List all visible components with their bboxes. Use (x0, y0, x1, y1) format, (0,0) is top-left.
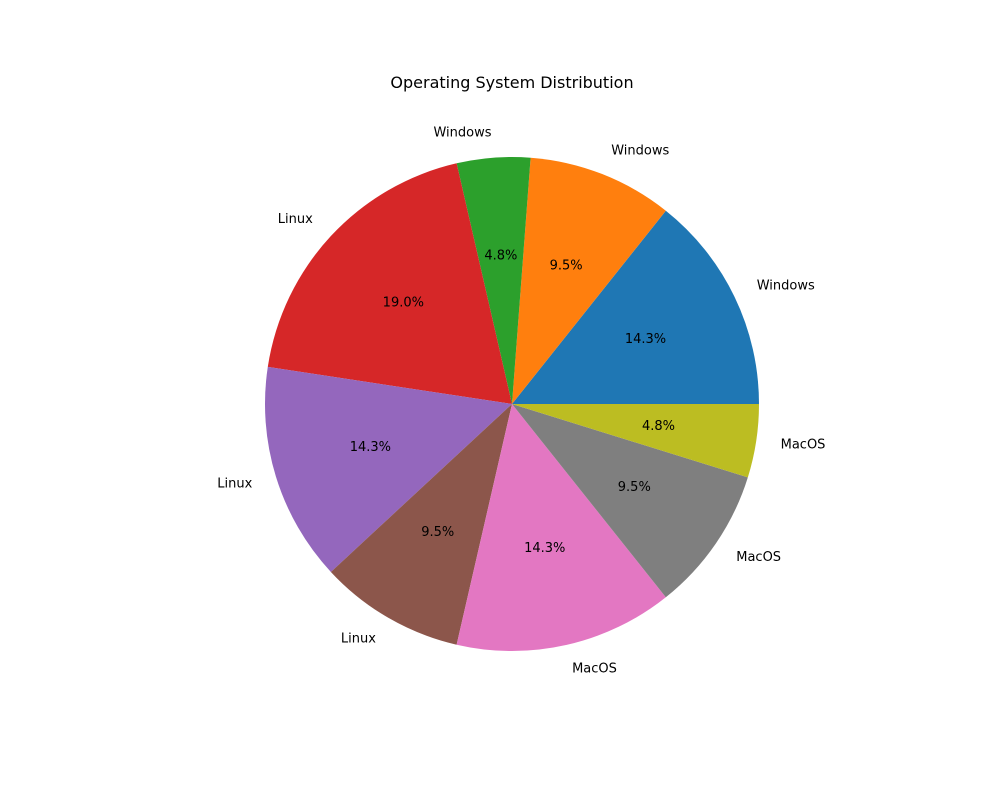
percent-label-3: 4.8% (484, 249, 517, 264)
percent-labels: 14.3% 9.5% 4.8% 19.0% 14.3% 9.5% 14.3% 9.5% 4.8% (350, 249, 675, 556)
percent-label-6: 9.5% (421, 525, 454, 540)
percent-label-5: 14.3% (350, 440, 391, 455)
pie-slice-4 (267, 163, 512, 404)
pie-slice-9 (512, 404, 759, 478)
slice-label-2: Windows (611, 144, 669, 159)
slice-label-7: MacOS (572, 661, 617, 676)
percent-label-1: 14.3% (625, 332, 666, 347)
pie-slice-5 (264, 366, 512, 572)
slice-label-9: MacOS (781, 437, 826, 452)
percent-label-7: 14.3% (524, 541, 565, 556)
percent-label-4: 19.0% (383, 296, 424, 311)
percent-label-2: 9.5% (550, 259, 583, 274)
chart-title: Operating System Distribution (390, 73, 633, 92)
percent-label-9: 4.8% (642, 419, 675, 434)
pie-slice-1 (512, 210, 759, 404)
pie-slice-3 (456, 156, 531, 404)
pie-slice-8 (512, 404, 748, 598)
pie-slice-6 (330, 404, 512, 645)
slice-label-4: Linux (278, 212, 313, 227)
pie-slice-7 (456, 404, 666, 652)
slice-label-8: MacOS (736, 550, 781, 565)
slice-label-5: Linux (217, 476, 252, 491)
slice-label-3: Windows (433, 126, 491, 141)
slice-label-1: Windows (757, 279, 815, 294)
pie-slices (264, 156, 759, 652)
pie-slice-2 (512, 157, 666, 404)
slice-label-6: Linux (341, 632, 376, 647)
slice-labels: Windows Windows Windows Linux Linux Linux MacO… (217, 126, 825, 677)
percent-label-8: 9.5% (618, 480, 651, 495)
